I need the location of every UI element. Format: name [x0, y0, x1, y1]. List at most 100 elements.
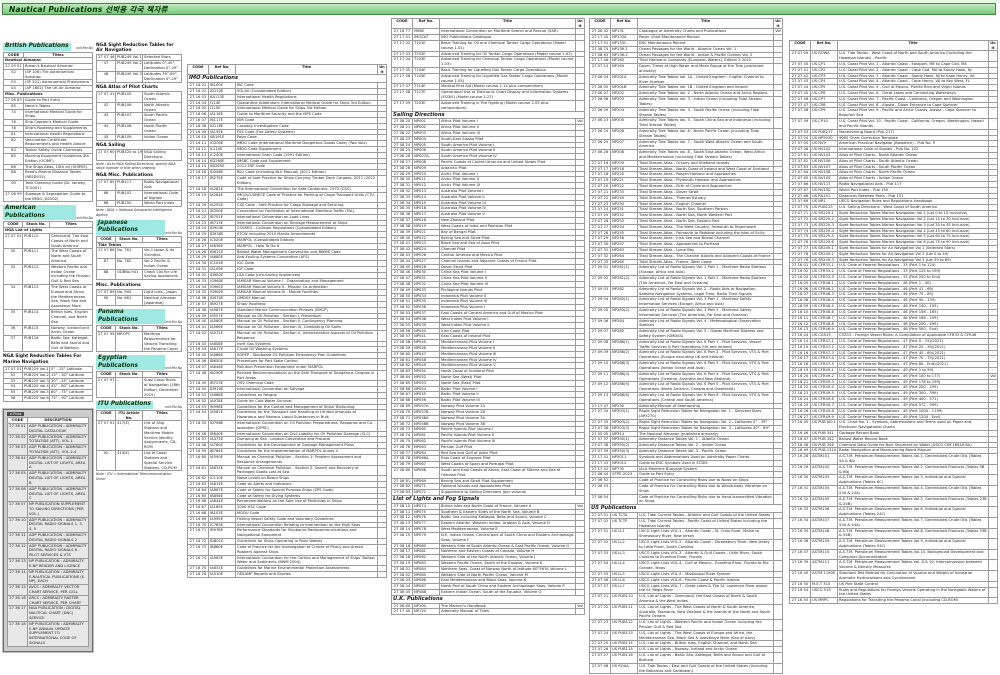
publication-row: 36 PUB115 Norway, Iceland and Arctic Ocean [3, 324, 93, 337]
title-cell: USCG Light Lists VOL.3 - Atlantic & Gulf… [637, 549, 774, 562]
publication-row: 27 16 16 ID266E BLU Code (Including BLU Ma… [187, 169, 387, 177]
unit-cell: · [377, 403, 387, 411]
publication-row: 27 07 34 NP303(1) Rapid Sight Reduction Ta… [589, 408, 783, 421]
ref-cell: ASTM109 [810, 538, 838, 550]
publication-row: 27 16 73 IB860E Code of Practice for the I… [187, 543, 387, 556]
unit-cell: · [377, 409, 387, 422]
code-cell: 27 16 62 [187, 475, 209, 482]
legend-tab: e-Pubs [7, 411, 25, 417]
code-cell: 27 16 06 [187, 111, 209, 118]
title-cell: (SP 106) The Astronomical Almanac [23, 68, 93, 81]
section-title-text: Panama Publications [96, 309, 165, 325]
title-cell: Admiralty List of Radio Signals Vol. 6 P… [637, 360, 774, 372]
code-cell: 27 16 29 [789, 463, 811, 476]
publication-row: 27 07 52 US LL2 USCG Light Lists VOL.2 - A… [589, 539, 783, 551]
column-header: CODE [789, 39, 811, 52]
publication-row: 27 16 55 US MRPC Regulations for Transitin… [789, 597, 998, 604]
title-cell: Basic Training for Oil and Chemical Tank… [439, 39, 576, 52]
publication-row: 27 07 51 PUB229 Vol.1 0° - 15° Latitude [3, 366, 93, 373]
unit-cell: · [575, 34, 585, 41]
title-cell: The West Coasts of Europe and Africa, th… [49, 283, 93, 311]
unit-cell: · [773, 306, 783, 319]
ref-cell: NP286(6) [610, 391, 638, 404]
title-cell: The West Coasts of North and South Ameri… [49, 248, 93, 265]
publication-row: 34 PUB113 The West Coasts of Europe and Af… [3, 283, 93, 311]
ref-cell: IA590E [208, 453, 236, 466]
publication-row: 27 07 73 US SR229-3 Sight Reduction Tables… [789, 221, 998, 229]
code-cell: 27 16 30 [789, 474, 811, 487]
title-cell: Standard Test Method for Calculation of … [837, 570, 989, 582]
code-cell: 27 16 36 [789, 538, 811, 550]
code-cell: 27 06 63 [3, 96, 24, 104]
publications-table: CODE Titles Nautical Almanac 27 05 01 Brown'… [3, 51, 93, 203]
title-cell: Advanced Training for Oil Tanker Cargo O… [439, 50, 576, 58]
unit-cell: · [377, 448, 387, 455]
code-cell: 27 16 22 [187, 213, 209, 221]
title-cell: ADP PUBLICATION : ADMIRALTY DIGITAL RADI… [27, 516, 89, 534]
title-cell: Tidal Stream Atlas - North Coast of Irel… [637, 165, 774, 173]
title-cell: ADP PUBLICATION : ADMIRALTY DIGITAL RADI… [27, 532, 89, 544]
unit-cell: · [575, 467, 585, 479]
title-cell: USCG Light Lists VOL.4 - Gulf of Mexico … [637, 560, 774, 572]
subsection-title: NGA Misc. Publications [96, 172, 153, 178]
code-cell: 27 08 82 [391, 483, 413, 491]
code-cell: 88 [96, 268, 116, 281]
publication-row: 27 07 23 US PUB112 U.S. List of Lights - W… [589, 619, 783, 631]
publication-row: 27 06 26 NP208 Admiralty Tide Tables Vol. … [589, 149, 783, 161]
code-cell: 27 08 51 [391, 298, 413, 306]
code-cell: 27 16 29 [187, 254, 209, 262]
publications-table: CODE ITU Article No. Titles 27 07 91 417(E) L… [96, 409, 182, 472]
ref-cell: US LL1 [610, 528, 638, 541]
publication-row: 27 08 56 NP040 Irish Coast Pilot · [391, 327, 585, 335]
code-cell: 27 16 60 [187, 453, 209, 466]
publication-row: 27 07 40 US-CP1 U.S. Coast Pilot Vol. 1 - … [789, 60, 998, 68]
code-cell: 90 [3, 180, 24, 192]
title-cell: A.S.T.M. Petroleum Measurement Tables Vo… [837, 495, 989, 508]
unit-cell: · [575, 461, 585, 469]
code-cell: 27 16 47 [789, 435, 811, 443]
code-cell: 27 16 34 [187, 283, 209, 291]
section-span-row: U.K. Publications [391, 594, 585, 604]
code-cell: 27 08 71 [391, 414, 413, 422]
title-cell: (SP 201) Astronomical Phenomena [23, 79, 93, 87]
publication-row: 27 07 02 US TCTP U.S. Tidal Current Tables… [589, 517, 783, 530]
title-cell: NP PUBLICATION : ADMIRALTY E-NAUTICAL PU… [27, 568, 89, 586]
code-cell: 27 09 08 [589, 338, 611, 351]
publication-row: 27 07 91 417(E) List of Ship Stations and … [96, 420, 182, 452]
title-cell: A.S.T.M. Petroleum Measurement Tables Vo… [837, 474, 989, 487]
code-cell: 27 07 71 [789, 210, 811, 217]
code-cell: 27 17 51 [589, 39, 611, 47]
code-cell: 27 07 68 [789, 192, 811, 200]
publication-row: 27 07 60 PUB120 to 195 NGA Sailing Directi… [96, 149, 182, 161]
title-cell: U.S. List of Lights - The West Coasts of… [637, 603, 774, 621]
title-cell: North Atlantic Ocean [142, 101, 182, 114]
title-cell: Stowage & Segregation Guide to the IMDG … [23, 190, 93, 203]
code-cell: 27 16 09 [789, 303, 811, 310]
ref-cell: US CFR47-5 [810, 361, 838, 369]
publication-row: 27 09 01 NP281(1) Admiralty List of Radio … [589, 264, 783, 277]
publication-row: 27 16 44 US CG515 CG515 - Foreign Vessel R… [789, 332, 998, 339]
publication-row: 27 16 40 ASTM 1190E Standard Test Method f… [789, 570, 998, 582]
publications-table: 27 07 46 PUB249 Vol.1 Selected Stars 47 PUB2… [96, 54, 182, 83]
publication-row: 27 07 05 US NV9 American Practical Navigat… [789, 140, 998, 148]
ref-cell: IB290E [208, 369, 236, 382]
code-cell: 27 06 24 [589, 127, 611, 140]
table-header-row: CODE Ref No. Title Unit [789, 39, 998, 52]
publications-table: CODE Stock No. Titles 27 07 95 MROPC Maritime… [96, 325, 182, 353]
publication-row: 27 07 72 US SR229-2 Sight Reduction Tables… [789, 215, 998, 223]
unit-note: unit:Par.No [164, 320, 182, 325]
ref-cell: No. 781 [115, 247, 143, 259]
publication-row: 47 PUB249 Vol.2 Latitudes 0°-40°, Declinat… [96, 60, 182, 72]
section-span-label: US Publications [589, 504, 783, 513]
unit-cell: · [773, 63, 783, 75]
code-cell: 33 [3, 263, 23, 286]
code-cell: 36 [3, 324, 23, 337]
ref-cell: PUB120 to 195 [115, 149, 143, 161]
publication-row: 88 ODBNo.941 Check List for Life Saving Ap… [96, 268, 182, 281]
title-cell: Vaccination Certificate Requirements and… [23, 136, 93, 149]
code-cell: 27 17 09 [391, 99, 413, 112]
code-cell: 27 07 63 [789, 163, 811, 171]
code-cell: 27 16 03 [789, 274, 811, 281]
code-cell: 27 16 14 [187, 157, 209, 165]
ref-cell: PUB115 [22, 324, 50, 337]
